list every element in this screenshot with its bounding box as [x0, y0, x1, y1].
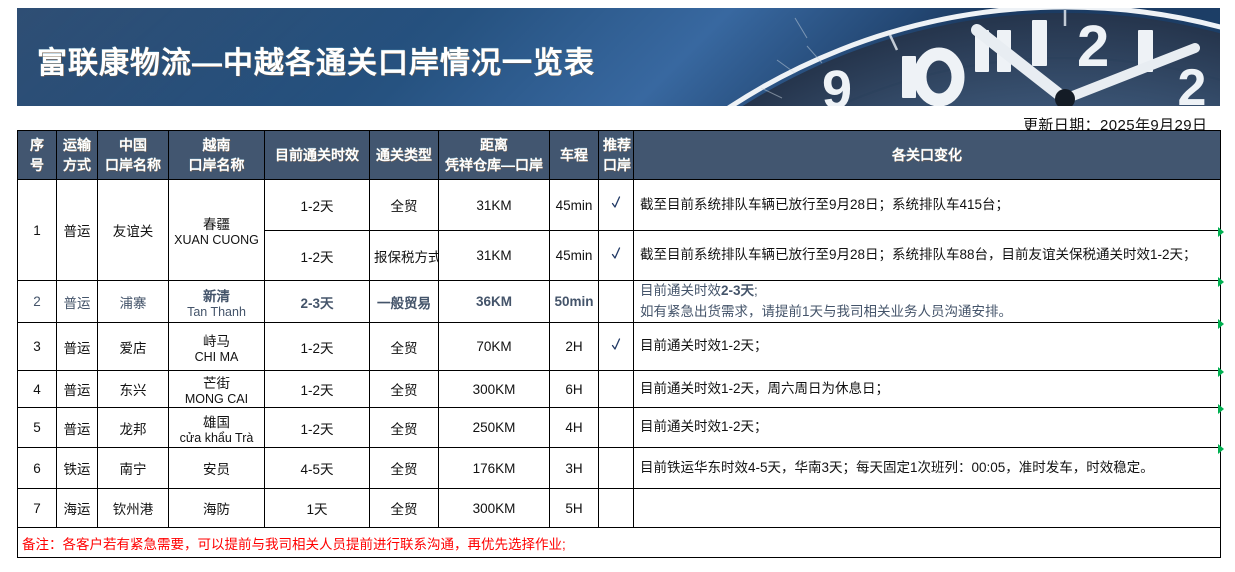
svg-text:2: 2 [1178, 59, 1207, 106]
svg-text:9: 9 [822, 60, 852, 106]
svg-text:2: 2 [1077, 14, 1109, 79]
